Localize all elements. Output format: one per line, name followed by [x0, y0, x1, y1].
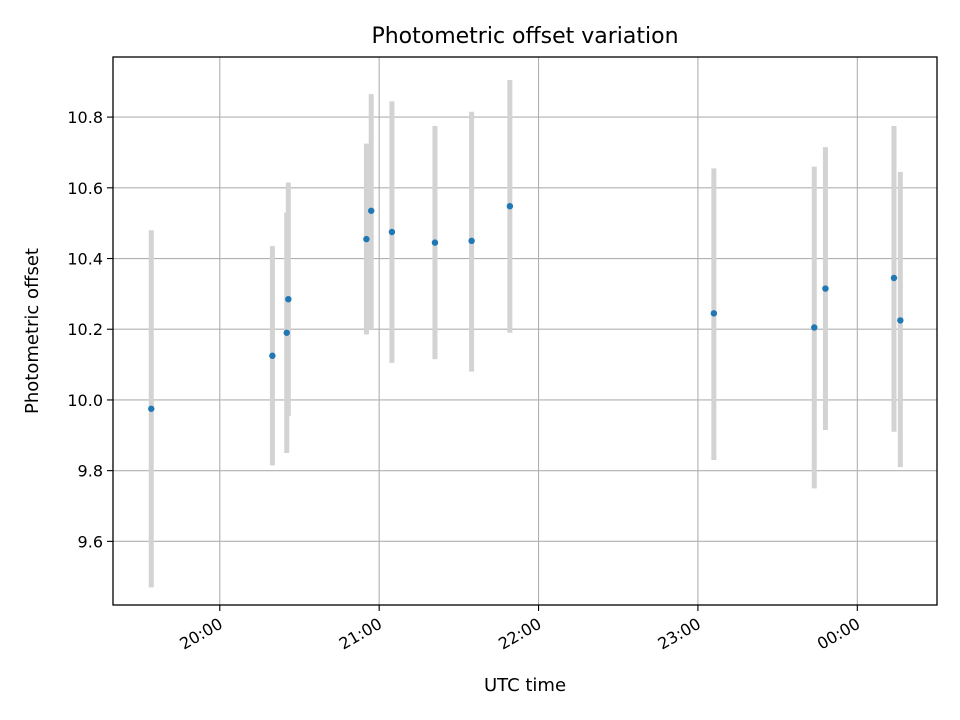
y-axis-label: Photometric offset	[22, 248, 43, 414]
data-point	[285, 295, 292, 303]
data-point	[388, 228, 396, 236]
y-tick-label: 9.8	[78, 462, 103, 481]
data-points	[148, 202, 904, 412]
plot-frame	[112, 56, 938, 606]
data-point	[431, 239, 439, 246]
y-tick-label: 10.8	[67, 108, 103, 127]
chart-title: Photometric offset variation	[371, 24, 678, 49]
y-tick-label: 9.6	[78, 532, 103, 551]
y-tick-label: 10.2	[67, 320, 103, 339]
data-point	[269, 352, 276, 359]
data-point	[283, 329, 290, 336]
y-axis-ticks: 9.6 9.8 10.0 10.2 10.4 10.6 10.8	[67, 108, 113, 551]
data-point	[890, 274, 898, 282]
data-point	[822, 285, 829, 292]
data-point	[710, 310, 718, 317]
data-point	[148, 405, 155, 412]
data-point	[897, 317, 904, 324]
x-axis-label: UTC time	[484, 675, 566, 696]
data-point	[811, 324, 818, 331]
y-tick-label: 10.0	[67, 391, 103, 410]
y-tick-label: 10.4	[67, 250, 103, 269]
data-point	[363, 235, 370, 243]
grid	[113, 57, 937, 605]
data-point	[506, 202, 514, 210]
data-point	[367, 207, 375, 214]
y-tick-label: 10.6	[67, 179, 103, 198]
data-point	[468, 237, 475, 245]
